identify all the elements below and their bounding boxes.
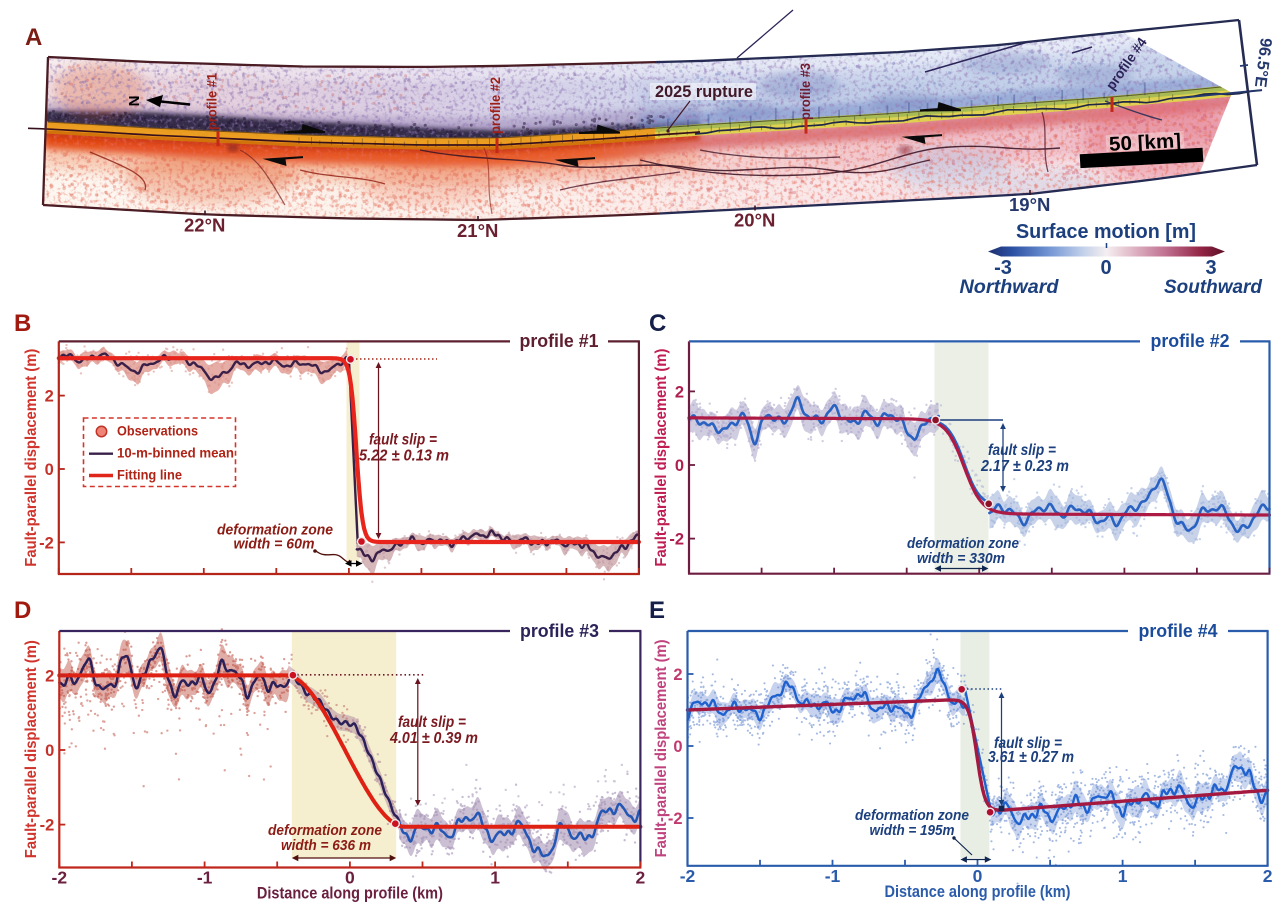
svg-text:-2: -2: [40, 817, 55, 835]
svg-text:0: 0: [45, 461, 54, 479]
svg-text:-3: -3: [994, 257, 1012, 279]
svg-text:0: 0: [673, 738, 682, 756]
svg-text:2: 2: [1263, 866, 1273, 886]
svg-text:20°N: 20°N: [734, 210, 775, 231]
svg-text:-2: -2: [680, 866, 696, 886]
svg-text:Northward: Northward: [960, 276, 1060, 298]
svg-text:fault slip =: fault slip =: [398, 714, 466, 731]
svg-text:B: B: [14, 310, 31, 337]
svg-text:Fault-parallel displacement (m: Fault-parallel displacement (m): [653, 639, 670, 857]
svg-text:4.01 ± 0.39 m: 4.01 ± 0.39 m: [389, 730, 478, 747]
svg-text:0: 0: [675, 457, 684, 475]
svg-text:0: 0: [973, 866, 983, 886]
svg-text:1: 1: [490, 868, 500, 888]
svg-text:profile #4: profile #4: [1139, 620, 1219, 641]
svg-text:Fault-parallel displacement (m: Fault-parallel displacement (m): [653, 349, 670, 567]
svg-text:A: A: [25, 24, 42, 51]
svg-text:96.5°E: 96.5°E: [1251, 37, 1275, 89]
svg-text:E: E: [649, 597, 665, 624]
svg-text:Fault-parallel displacement (m: Fault-parallel displacement (m): [23, 640, 40, 858]
svg-text:Southward: Southward: [1164, 276, 1263, 298]
svg-text:Fault-parallel displacement (m: Fault-parallel displacement (m): [23, 349, 40, 567]
svg-text:deformation zone: deformation zone: [268, 822, 382, 839]
svg-text:width = 60m: width = 60m: [234, 537, 315, 553]
svg-text:Fitting line: Fitting line: [117, 467, 182, 483]
svg-text:3.61 ± 0.27 m: 3.61 ± 0.27 m: [988, 749, 1074, 766]
svg-text:2: 2: [45, 388, 54, 406]
svg-text:Distance along profile (km): Distance along profile (km): [257, 884, 443, 903]
svg-text:profile #3: profile #3: [520, 620, 599, 641]
svg-text:deformation zone: deformation zone: [217, 523, 333, 539]
svg-text:fault slip =: fault slip =: [369, 432, 437, 449]
svg-text:21°N: 21°N: [457, 220, 498, 241]
svg-text:2: 2: [636, 868, 646, 888]
svg-text:profile #2: profile #2: [1151, 330, 1230, 351]
svg-text:0: 0: [1100, 257, 1111, 279]
svg-text:Surface motion [m]: Surface motion [m]: [1016, 220, 1196, 243]
svg-text:profile #1: profile #1: [204, 73, 220, 130]
svg-text:-1: -1: [825, 866, 841, 886]
svg-text:50 [km]: 50 [km]: [1109, 130, 1182, 156]
svg-text:3: 3: [1205, 257, 1216, 279]
svg-text:-2: -2: [668, 810, 683, 828]
svg-text:D: D: [14, 597, 31, 624]
svg-text:Observations: Observations: [117, 423, 198, 439]
svg-text:deformation zone: deformation zone: [907, 535, 1019, 552]
svg-text:2: 2: [675, 383, 684, 401]
svg-text:10-m-binned mean: 10-m-binned mean: [117, 445, 234, 461]
svg-text:N: N: [126, 96, 143, 107]
svg-text:deformation zone: deformation zone: [855, 807, 969, 824]
svg-text:19°N: 19°N: [1009, 194, 1050, 215]
svg-text:2: 2: [45, 667, 54, 685]
svg-text:1: 1: [1118, 866, 1128, 886]
svg-text:-1: -1: [197, 868, 213, 888]
svg-text:width = 195m: width = 195m: [870, 822, 955, 839]
svg-text:fault slip =: fault slip =: [994, 735, 1062, 752]
svg-text:22°N: 22°N: [184, 215, 225, 236]
svg-text:5.22 ± 0.13 m: 5.22 ± 0.13 m: [359, 448, 449, 465]
svg-text:Distance along profile (km): Distance along profile (km): [885, 882, 1071, 901]
svg-text:width = 330m: width = 330m: [917, 550, 1005, 567]
svg-text:profile #1: profile #1: [520, 330, 599, 351]
svg-text:-2: -2: [669, 531, 684, 549]
svg-text:0: 0: [345, 868, 355, 888]
svg-text:-2: -2: [52, 868, 68, 888]
svg-text:2: 2: [673, 666, 682, 684]
svg-text:width = 636 m: width = 636 m: [281, 837, 371, 854]
svg-text:-2: -2: [39, 534, 54, 552]
svg-text:fault slip =: fault slip =: [988, 442, 1056, 459]
svg-text:2.17 ± 0.23 m: 2.17 ± 0.23 m: [980, 458, 1069, 475]
svg-text:2025 rupture: 2025 rupture: [655, 83, 753, 101]
svg-text:C: C: [649, 310, 666, 337]
svg-text:0: 0: [45, 742, 54, 760]
svg-text:profile #2: profile #2: [487, 77, 503, 134]
svg-text:profile #3: profile #3: [797, 63, 813, 120]
